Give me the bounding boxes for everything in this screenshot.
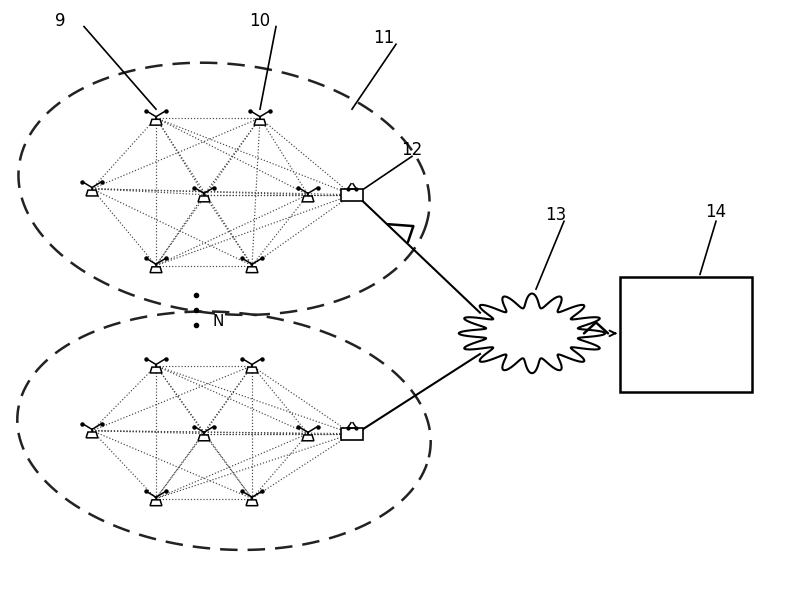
Polygon shape (302, 435, 314, 441)
Text: 9: 9 (54, 12, 66, 30)
Polygon shape (254, 119, 266, 125)
Bar (342, 428, 362, 440)
Polygon shape (150, 367, 162, 373)
Text: 11: 11 (374, 30, 394, 47)
Bar (342, 189, 362, 201)
Text: N: N (212, 314, 223, 329)
Polygon shape (150, 267, 162, 273)
Polygon shape (302, 196, 314, 202)
Polygon shape (150, 119, 162, 125)
Text: 13: 13 (546, 206, 566, 224)
Polygon shape (459, 294, 606, 373)
Polygon shape (198, 196, 210, 202)
Text: 10: 10 (250, 12, 270, 30)
Polygon shape (150, 500, 162, 506)
Polygon shape (86, 432, 98, 438)
Polygon shape (246, 267, 258, 273)
Text: 14: 14 (706, 204, 726, 221)
Bar (620, 277, 752, 392)
Polygon shape (86, 190, 98, 196)
Polygon shape (246, 367, 258, 373)
Text: 12: 12 (402, 142, 422, 159)
Polygon shape (198, 435, 210, 441)
Polygon shape (246, 500, 258, 506)
